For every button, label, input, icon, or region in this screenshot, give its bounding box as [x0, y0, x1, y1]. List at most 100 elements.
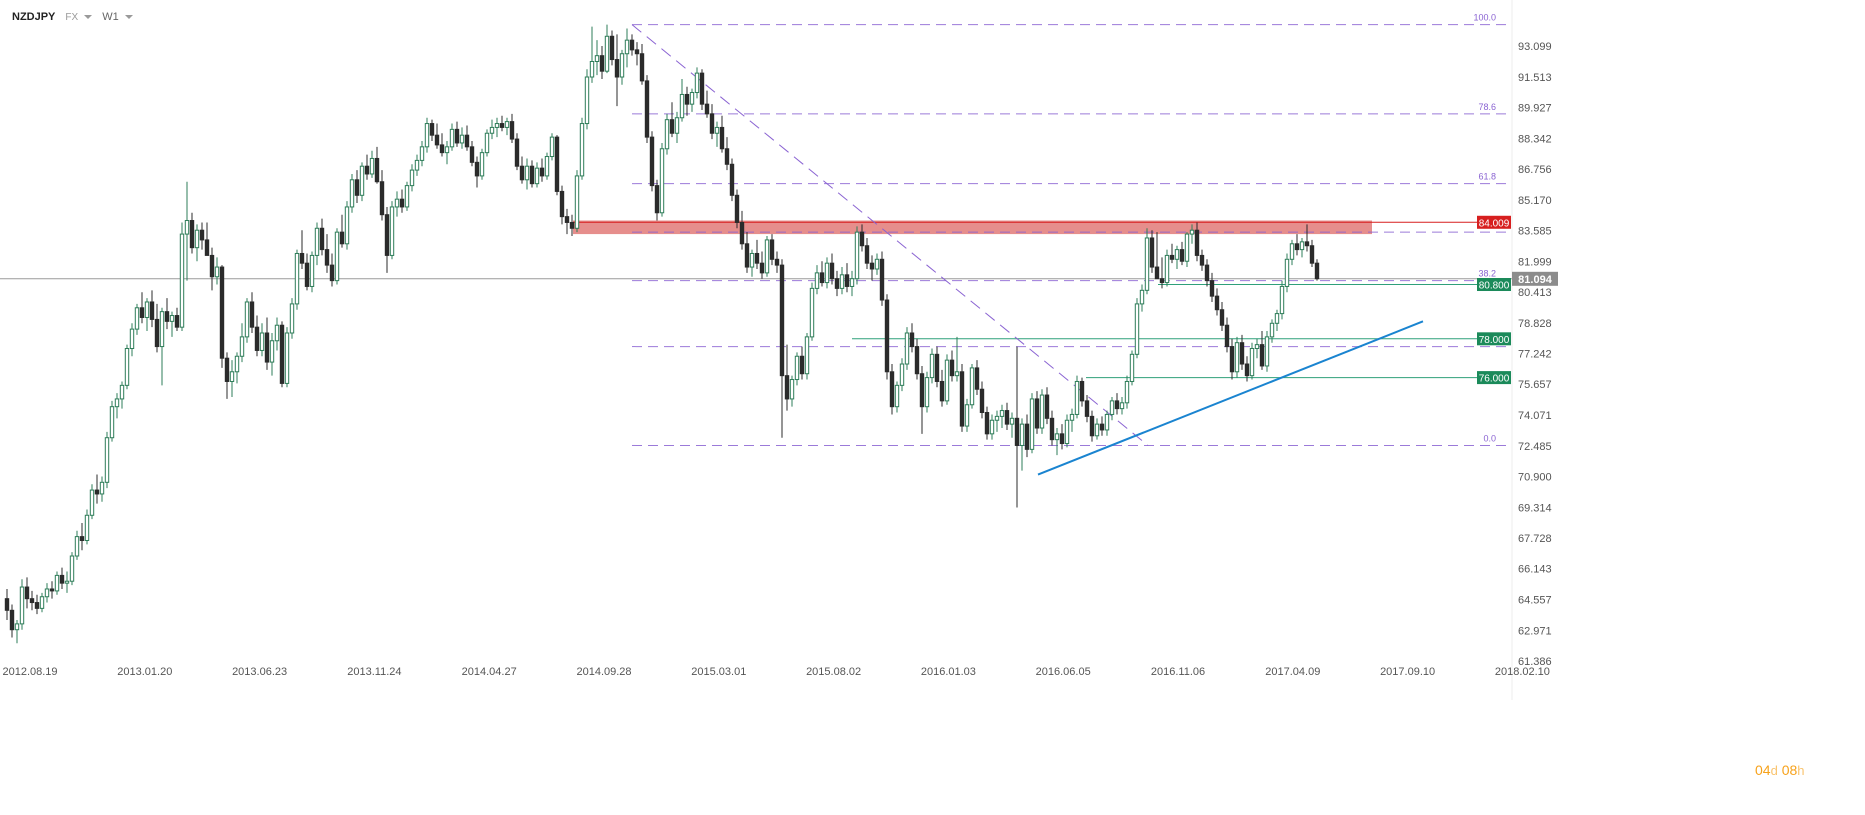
candle	[1019, 418, 1025, 471]
bull-candle-body	[714, 126, 720, 134]
candle	[829, 253, 835, 285]
bear-candle-body	[219, 266, 225, 359]
bull-candle-body	[854, 231, 860, 280]
bull-candle-body	[334, 231, 340, 282]
bull-candle-body	[484, 132, 490, 154]
candle	[564, 208, 570, 235]
candle	[669, 102, 675, 138]
candle	[1039, 389, 1045, 434]
bear-candle-body	[1149, 237, 1155, 268]
interval-selector[interactable]: W1	[102, 11, 133, 23]
y-tick-label: 70.900	[1518, 471, 1552, 483]
candle	[1304, 224, 1310, 252]
candle	[264, 317, 270, 370]
bear-candle-body	[1214, 295, 1220, 311]
candle	[79, 523, 85, 551]
candle	[1139, 284, 1145, 312]
bear-candle-body	[49, 588, 55, 592]
candle	[589, 26, 595, 83]
bull-candle-body	[234, 355, 240, 373]
candle	[824, 257, 830, 289]
bear-candle-body	[934, 353, 940, 382]
bear-candle-body	[719, 126, 725, 150]
bear-candle-body	[1049, 417, 1055, 441]
fib-level-label: 38.2	[1478, 269, 1496, 279]
bull-candle-body	[839, 274, 845, 289]
candle	[379, 170, 385, 221]
symbol-label[interactable]: NZDJPY	[12, 11, 56, 23]
bull-candle-body	[594, 55, 600, 62]
bear-candle-body	[684, 93, 690, 105]
candle	[849, 270, 855, 297]
candle	[629, 34, 635, 56]
candle	[914, 338, 920, 380]
bear-candle-body	[654, 185, 660, 214]
x-tick-label: 2014.09.28	[576, 666, 631, 678]
bear-candle-body	[4, 598, 10, 611]
bear-candle-body	[1024, 423, 1030, 450]
bull-candle-body	[579, 123, 585, 177]
x-axis: 2012.08.19 2013.01.20 2013.06.23 2013.11.24…	[2, 666, 1549, 678]
bull-candle-body	[1039, 394, 1045, 429]
candle	[739, 210, 745, 250]
y-tick-label: 80.413	[1518, 287, 1552, 299]
bull-candle-body	[1174, 249, 1180, 260]
candle	[484, 129, 490, 157]
bull-candle-body	[749, 252, 755, 268]
bear-candle-body	[1294, 243, 1300, 251]
y-tick-label: 78.828	[1518, 318, 1552, 330]
candle	[429, 119, 435, 142]
candle	[764, 236, 770, 277]
candle	[1069, 408, 1075, 432]
candle	[194, 224, 200, 262]
candle	[729, 158, 735, 202]
bear-candle-body	[939, 380, 945, 402]
bull-candle-body	[504, 121, 510, 128]
bear-candle-body	[869, 262, 875, 270]
candle	[254, 315, 260, 357]
candle	[624, 28, 630, 68]
level-tag-box	[1477, 332, 1511, 346]
candle	[339, 214, 345, 248]
bear-candle-body	[164, 311, 170, 322]
bull-candle-body	[904, 332, 910, 365]
bear-candle-body	[399, 198, 405, 208]
countdown-hours-unit: h	[1797, 763, 1805, 778]
bull-candle-body	[89, 489, 95, 516]
bear-candle-body	[744, 243, 750, 268]
bull-candle-body	[544, 156, 550, 177]
candle	[834, 270, 840, 297]
candle	[749, 249, 755, 277]
bear-candle-body	[1084, 400, 1090, 417]
candle	[549, 133, 555, 161]
candle	[889, 364, 895, 415]
candle	[689, 88, 695, 112]
bull-candle-body	[1299, 241, 1305, 251]
candle	[64, 571, 70, 593]
bull-candle-body	[764, 239, 770, 274]
bear-candle-body	[1314, 262, 1320, 280]
bear-candle-body	[879, 258, 885, 301]
candle	[654, 179, 660, 221]
bear-candle-body	[174, 315, 180, 328]
candle	[209, 247, 215, 291]
bull-candle-body	[239, 336, 245, 357]
candle	[1074, 375, 1080, 419]
market-selector[interactable]: FX	[65, 12, 93, 23]
bear-candle-body	[739, 221, 745, 245]
x-tick-label: 2015.08.02	[806, 666, 861, 678]
bull-candle-body	[1189, 229, 1195, 235]
bear-candle-body	[519, 165, 525, 181]
bear-candle-body	[644, 80, 650, 138]
bull-candle-body	[1094, 423, 1100, 437]
candle	[184, 181, 190, 281]
bull-candle-body	[1104, 413, 1110, 431]
bull-candle-body	[989, 419, 995, 435]
bear-candle-body	[299, 252, 305, 264]
current-price-label: 81.094	[1518, 274, 1553, 286]
candle	[1044, 387, 1050, 425]
y-tick-label: 64.557	[1518, 595, 1552, 607]
bull-candle-body	[659, 148, 665, 214]
